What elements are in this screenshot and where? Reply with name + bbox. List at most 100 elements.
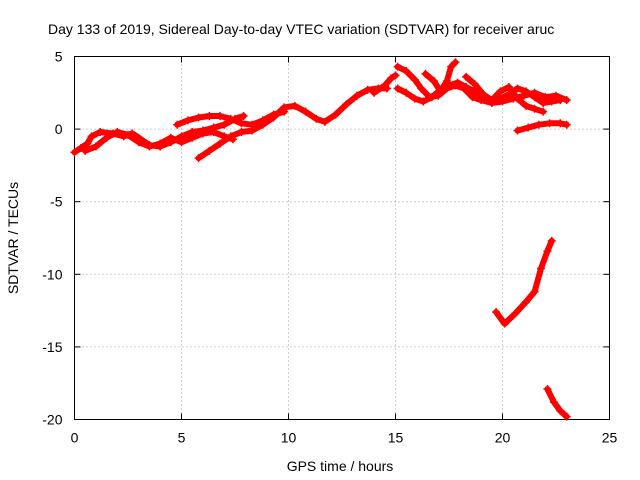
series-line-arc-11 xyxy=(493,237,555,327)
x-tick-label: 15 xyxy=(388,430,404,446)
data-point xyxy=(290,101,299,110)
data-point xyxy=(205,112,214,121)
x-tick-label: 5 xyxy=(178,430,186,446)
data-point xyxy=(537,264,546,273)
data-point xyxy=(352,91,361,100)
data-point xyxy=(513,94,522,103)
chart-title: Day 133 of 2019, Sidereal Day-to-day VTE… xyxy=(48,21,554,37)
x-axis-label: GPS time / hours xyxy=(287,458,394,474)
data-point xyxy=(468,93,477,102)
data-point xyxy=(220,120,229,129)
data-point xyxy=(513,126,522,135)
data-point xyxy=(442,77,451,86)
data-point xyxy=(102,133,111,142)
data-point xyxy=(534,120,543,129)
data-point xyxy=(543,247,552,256)
data-point xyxy=(226,114,235,123)
data-point xyxy=(183,116,192,125)
data-point xyxy=(380,81,389,90)
plot-frame xyxy=(74,56,610,420)
data-point xyxy=(239,112,248,121)
data-point xyxy=(496,87,505,96)
data-point xyxy=(410,94,419,103)
data-point xyxy=(370,88,379,97)
data-point xyxy=(545,119,554,128)
data-point xyxy=(83,139,92,148)
data-point xyxy=(226,132,235,141)
y-tick-label: 0 xyxy=(55,121,63,137)
y-tick-label: -10 xyxy=(42,266,62,282)
data-point xyxy=(209,128,218,137)
data-point xyxy=(173,120,182,129)
series-arc-10 xyxy=(513,119,571,135)
data-point xyxy=(522,87,531,96)
data-point xyxy=(194,113,203,122)
series-line-arc-5 xyxy=(371,72,399,96)
data-point xyxy=(402,67,411,76)
x-tick-label: 10 xyxy=(281,430,297,446)
data-point xyxy=(301,107,310,116)
x-tick-label: 20 xyxy=(495,430,511,446)
data-point xyxy=(280,107,289,116)
data-point xyxy=(393,62,402,71)
data-point xyxy=(237,119,246,128)
data-point xyxy=(363,85,372,94)
data-point xyxy=(312,114,321,123)
data-point xyxy=(421,69,430,78)
data-point xyxy=(419,97,428,106)
data-point xyxy=(430,77,439,86)
data-point xyxy=(556,96,565,105)
series-line-arc-9 xyxy=(463,73,547,115)
series-line-arc-12 xyxy=(544,386,570,420)
data-point xyxy=(145,142,154,151)
data-point xyxy=(177,138,186,147)
data-point xyxy=(402,88,411,97)
data-point xyxy=(447,62,456,71)
data-point xyxy=(462,82,471,91)
data-point xyxy=(391,71,400,80)
data-point xyxy=(539,107,548,116)
data-point xyxy=(530,287,539,296)
data-point xyxy=(453,78,462,87)
data-point xyxy=(216,112,225,121)
data-point xyxy=(562,412,571,421)
series-arc-4 xyxy=(173,107,289,129)
data-point xyxy=(320,117,329,126)
y-tick-label: 5 xyxy=(55,49,63,65)
data-point xyxy=(198,129,207,138)
data-point xyxy=(530,93,539,102)
data-point xyxy=(547,97,556,106)
data-point xyxy=(547,236,556,245)
data-point xyxy=(539,98,548,107)
data-point xyxy=(530,104,539,113)
data-point xyxy=(81,146,90,155)
data-point xyxy=(417,84,426,93)
x-tick-label: 25 xyxy=(602,430,618,446)
series-arc-11 xyxy=(492,236,556,328)
data-point xyxy=(166,133,175,142)
data-point xyxy=(522,297,531,306)
data-point xyxy=(522,101,531,110)
data-point xyxy=(134,138,143,147)
data-point xyxy=(496,94,505,103)
data-point xyxy=(500,319,509,328)
data-point xyxy=(258,116,267,125)
data-point xyxy=(156,139,165,148)
data-point xyxy=(76,143,85,152)
data-point xyxy=(113,128,122,137)
data-point xyxy=(513,84,522,93)
data-point xyxy=(91,142,100,151)
axis-ticks: 0 5 10 15 20 25 -20 -15 -10 -5 0 5 xyxy=(42,49,617,446)
data-point xyxy=(124,130,132,139)
y-axis-label: SDTVAR / TECUs xyxy=(5,182,21,294)
data-point xyxy=(237,128,246,137)
data-point xyxy=(342,100,351,109)
data-point xyxy=(216,139,225,148)
data-point xyxy=(248,120,257,129)
data-point xyxy=(524,123,533,132)
data-point xyxy=(269,110,278,119)
data-point xyxy=(462,72,471,81)
data-point xyxy=(479,90,488,99)
data-point xyxy=(331,110,340,119)
data-point xyxy=(393,84,402,93)
